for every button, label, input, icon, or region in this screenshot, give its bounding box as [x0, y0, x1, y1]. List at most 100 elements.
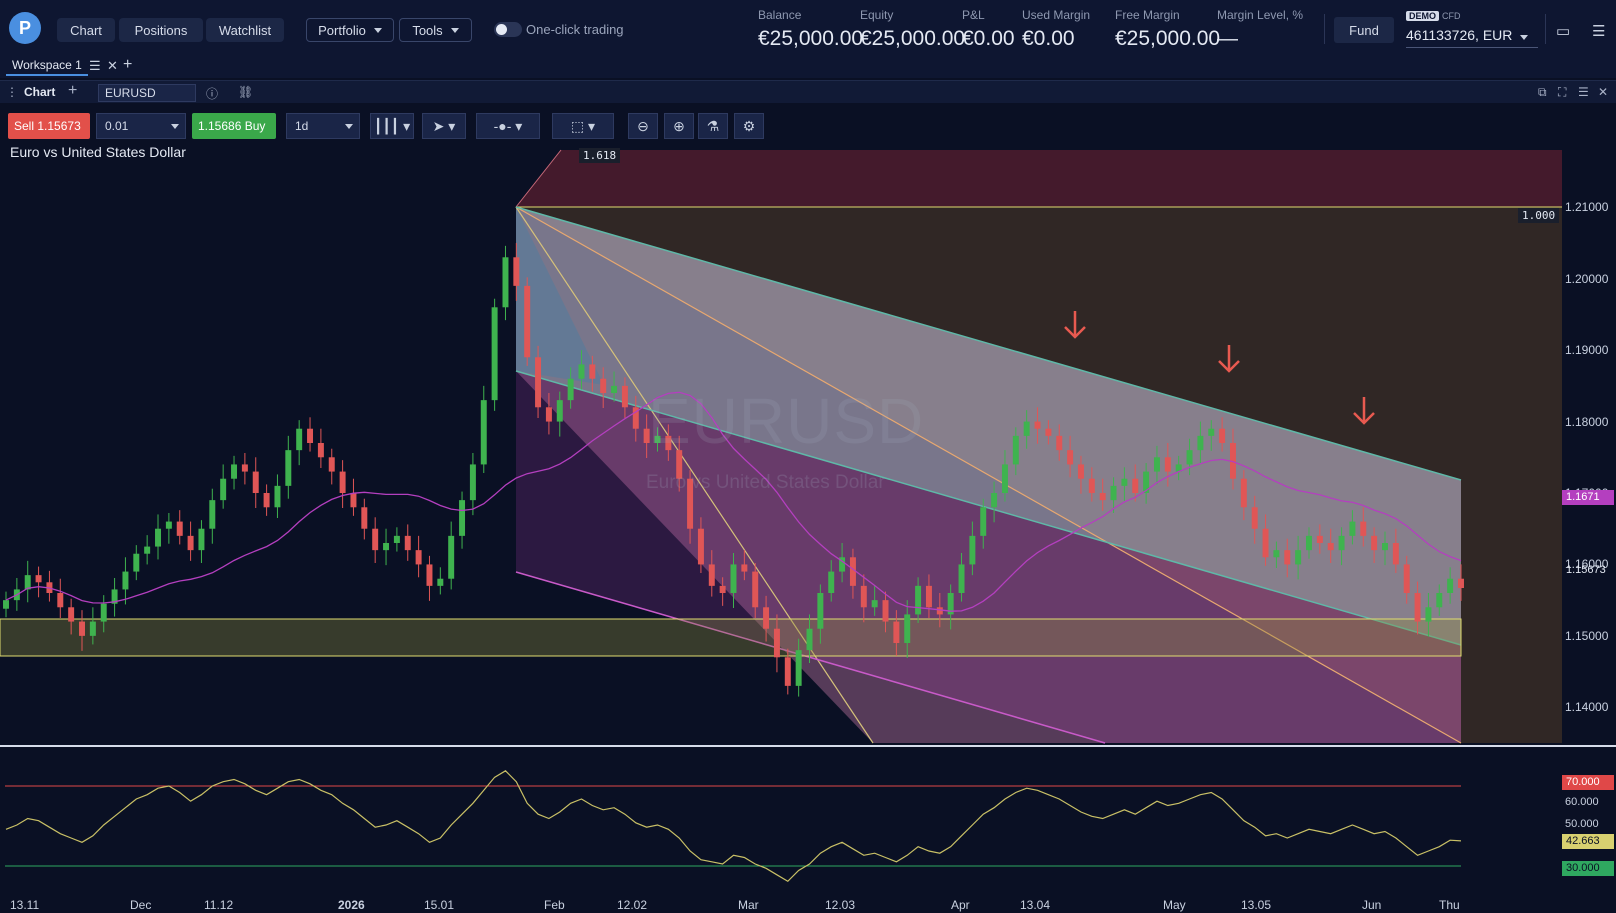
- candle-body[interactable]: [1403, 564, 1410, 593]
- candle-body[interactable]: [274, 485, 281, 508]
- close-icon[interactable]: ✕: [107, 58, 118, 73]
- candle-body[interactable]: [437, 578, 444, 586]
- candle-body[interactable]: [285, 450, 292, 486]
- candle-body[interactable]: [676, 450, 683, 479]
- candle-body[interactable]: [241, 464, 248, 472]
- candle-body[interactable]: [773, 628, 780, 658]
- candle-body[interactable]: [122, 571, 129, 590]
- candle-body[interactable]: [1360, 521, 1367, 536]
- candle-body[interactable]: [893, 621, 900, 643]
- workspace-tab[interactable]: Workspace 1: [6, 56, 88, 76]
- candle-body[interactable]: [1382, 543, 1388, 551]
- candle-body[interactable]: [1425, 607, 1432, 622]
- candle-body[interactable]: [1056, 435, 1063, 451]
- candle-body[interactable]: [1414, 593, 1421, 622]
- candle-body[interactable]: [220, 478, 227, 501]
- candle-body[interactable]: [79, 621, 85, 636]
- candle-body[interactable]: [209, 500, 216, 529]
- drag-handle-icon[interactable]: ⋮: [6, 85, 18, 99]
- candle-body[interactable]: [361, 507, 368, 529]
- candle-body[interactable]: [524, 285, 531, 358]
- tools-dropdown[interactable]: Tools: [399, 18, 472, 42]
- candle-body[interactable]: [730, 564, 737, 593]
- settings-gear-icon[interactable]: ⚙: [734, 113, 764, 139]
- candle-body[interactable]: [708, 564, 715, 586]
- candle-body[interactable]: [969, 535, 976, 565]
- close-icon[interactable]: ✕: [1598, 85, 1609, 99]
- candle-body[interactable]: [491, 307, 498, 401]
- candle-body[interactable]: [1186, 450, 1193, 465]
- candle-body[interactable]: [806, 628, 813, 651]
- candle-body[interactable]: [111, 589, 118, 604]
- candle-body[interactable]: [936, 607, 943, 615]
- candle-body[interactable]: [502, 257, 509, 308]
- candle-body[interactable]: [925, 585, 932, 608]
- candle-body[interactable]: [687, 478, 694, 529]
- candle-body[interactable]: [1110, 485, 1117, 501]
- candle-body[interactable]: [1251, 507, 1258, 529]
- detach-icon[interactable]: ⧉: [1538, 85, 1547, 99]
- candle-body[interactable]: [383, 543, 390, 551]
- candle-body[interactable]: [415, 550, 422, 565]
- candle-body[interactable]: [958, 564, 965, 593]
- candle-body[interactable]: [719, 585, 726, 593]
- candle-body[interactable]: [1164, 457, 1171, 472]
- candle-body[interactable]: [231, 464, 238, 479]
- candle-body[interactable]: [1219, 428, 1226, 443]
- candle-body[interactable]: [480, 400, 487, 465]
- candle-body[interactable]: [155, 528, 162, 547]
- candle-body[interactable]: [860, 585, 867, 608]
- candle-body[interactable]: [469, 464, 476, 501]
- candle-body[interactable]: [1305, 535, 1312, 551]
- timeframe-dropdown[interactable]: 1d: [286, 113, 360, 139]
- info-icon[interactable]: ⓘ: [206, 87, 219, 101]
- candle-body[interactable]: [665, 435, 672, 451]
- candle-body[interactable]: [611, 385, 618, 393]
- candle-body[interactable]: [404, 535, 411, 551]
- candle-body[interactable]: [752, 571, 759, 608]
- candle-body[interactable]: [621, 385, 628, 408]
- candle-body[interactable]: [252, 471, 259, 493]
- candle-body[interactable]: [372, 528, 379, 551]
- candle-body[interactable]: [1327, 543, 1334, 551]
- candle-body[interactable]: [904, 614, 911, 643]
- candle-body[interactable]: [1023, 421, 1030, 436]
- candle-body[interactable]: [1262, 528, 1269, 558]
- candle-body[interactable]: [1295, 550, 1302, 565]
- candle-body[interactable]: [741, 564, 748, 572]
- support-zone[interactable]: [0, 618, 1462, 657]
- candle-body[interactable]: [654, 435, 661, 443]
- candle-body[interactable]: [296, 428, 303, 451]
- account-selector[interactable]: 461133726, EUR: [1406, 27, 1538, 48]
- candle-body[interactable]: [513, 257, 520, 286]
- shape-tool-icon[interactable]: ⬚ ▾: [552, 113, 614, 139]
- zoom-out-icon[interactable]: ⊖: [628, 113, 658, 139]
- candle-body[interactable]: [3, 600, 9, 609]
- brand-logo-icon[interactable]: P: [9, 12, 41, 44]
- candle-body[interactable]: [35, 575, 42, 583]
- candle-body[interactable]: [915, 585, 922, 615]
- candle-body[interactable]: [1121, 478, 1128, 486]
- candle-body[interactable]: [1273, 550, 1280, 558]
- candle-body[interactable]: [1197, 435, 1204, 451]
- candle-body[interactable]: [1012, 435, 1019, 465]
- candle-body[interactable]: [1229, 443, 1236, 479]
- candle-body[interactable]: [795, 650, 802, 686]
- candle-body[interactable]: [328, 457, 335, 472]
- candle-body[interactable]: [459, 500, 466, 536]
- candle-body[interactable]: [448, 535, 455, 579]
- candle-body[interactable]: [1284, 550, 1291, 565]
- candle-body[interactable]: [1132, 478, 1139, 493]
- candle-body[interactable]: [839, 557, 846, 572]
- candle-body[interactable]: [1001, 464, 1008, 493]
- candle-body[interactable]: [1316, 535, 1323, 543]
- candle-body[interactable]: [784, 657, 791, 686]
- candle-body[interactable]: [144, 546, 151, 554]
- price-chart[interactable]: [0, 143, 1616, 913]
- sell-button[interactable]: Sell 1.15673: [8, 113, 90, 139]
- candle-body[interactable]: [68, 607, 75, 622]
- menu-icon[interactable]: ☰: [1592, 23, 1606, 40]
- zoom-in-icon[interactable]: ⊕: [664, 113, 694, 139]
- buy-button[interactable]: 1.15686 Buy: [192, 113, 276, 139]
- candle-body[interactable]: [317, 443, 324, 458]
